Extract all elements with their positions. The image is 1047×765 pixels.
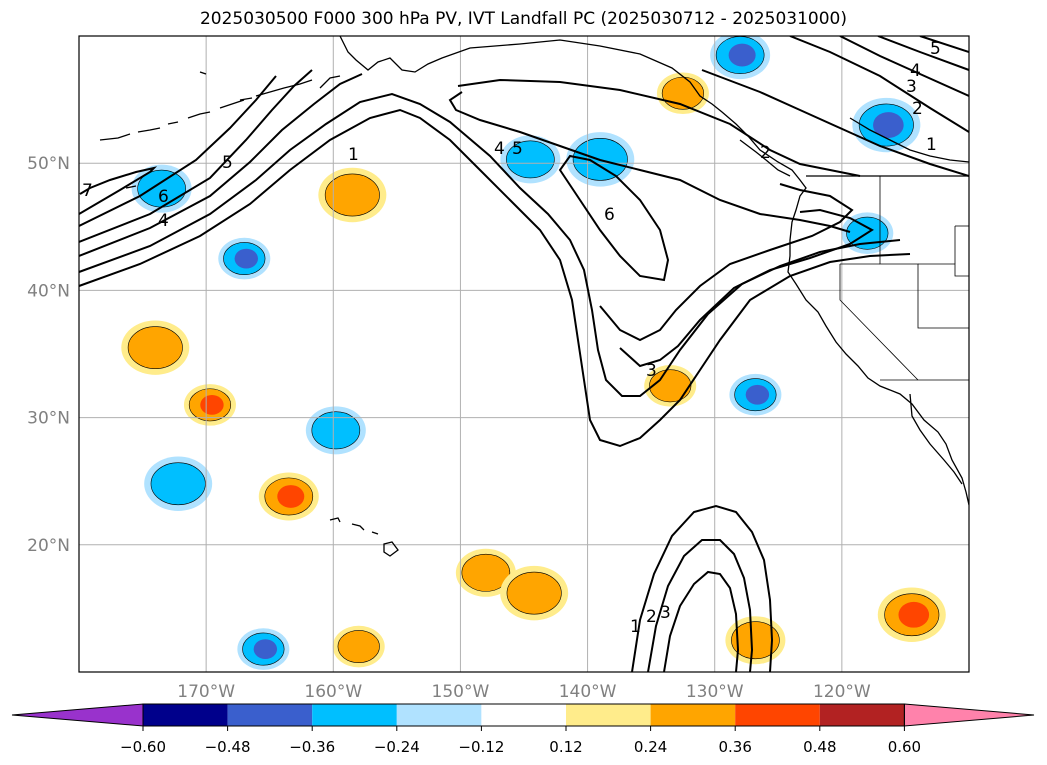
contour-label: 5	[222, 153, 233, 173]
contour-label: 7	[82, 181, 93, 201]
pv-anomaly-blob	[144, 456, 213, 511]
contour-label: 2	[912, 99, 923, 119]
pv-anomaly-blob	[218, 237, 271, 280]
contour-label: 1	[630, 617, 641, 637]
pv-anomaly-blob	[729, 373, 782, 416]
pv-anomaly-blob	[455, 548, 516, 597]
colorbar-segment	[312, 704, 397, 726]
pv-anomaly-blob	[656, 72, 709, 115]
pv-anomaly-blob	[305, 406, 366, 455]
colorbar: −0.60 −0.48 −0.36 −0.24 −0.12 0.12 0.24 0.36 0.4…	[11, 703, 1035, 756]
lon-tick-label: 170°W	[177, 682, 235, 702]
map-title: 2025030500 F000 300 hPa PV, IVT Landfall…	[199, 9, 847, 29]
pv-anomaly-blob	[258, 472, 319, 521]
colorbar-tick-label: −0.12	[458, 738, 504, 756]
contour-label: 6	[604, 205, 615, 225]
coastlines-layer	[99, 36, 969, 557]
pv-anomaly-blob	[332, 625, 385, 668]
colorbar-tick-label: 0.48	[803, 738, 836, 756]
colorbar-segment	[819, 704, 905, 726]
longitude-labels: 170°W 160°W 150°W 140°W 130°W 120°W	[177, 682, 871, 702]
contour-label: 5	[930, 39, 941, 59]
contour-label: 6	[158, 187, 169, 207]
colorbar-tick-label: 0.12	[549, 738, 582, 756]
colorbar-extend-min	[11, 703, 144, 727]
colorbar-segment	[481, 704, 566, 726]
pv-shading-layer	[121, 36, 946, 670]
contour-labels-layer: 1 1 1 2 2 2 3 3 3 4 4 4 5 5 5 6 6 7	[82, 39, 941, 637]
map-frame	[78, 35, 970, 673]
lon-tick-label: 150°W	[432, 682, 490, 702]
colorbar-tick-label: −0.60	[120, 738, 166, 756]
colorbar-segment	[396, 704, 482, 726]
pv-anomaly-blob	[877, 587, 946, 642]
pv-anomaly-blob	[121, 320, 190, 375]
contour-label: 3	[906, 77, 917, 97]
contour-label: 2	[760, 143, 771, 163]
colorbar-tick-label: −0.24	[374, 738, 420, 756]
lon-tick-label: 120°W	[813, 682, 871, 702]
contour-label: 5	[512, 139, 523, 159]
lat-tick-label: 40°N	[27, 281, 70, 301]
pv-anomaly-blob	[500, 565, 569, 621]
lat-tick-label: 30°N	[27, 409, 70, 429]
lat-tick-label: 20°N	[27, 536, 70, 556]
lon-tick-label: 130°W	[686, 682, 744, 702]
colorbar-extend-max	[903, 703, 1035, 727]
colorbar-tick-label: 0.24	[634, 738, 667, 756]
pv-anomaly-blob	[725, 616, 786, 665]
pv-anomaly-blob	[710, 36, 771, 80]
pv-anomaly-blob	[183, 384, 236, 426]
pv-anomaly-blob	[500, 135, 561, 184]
ivt-contours-layer	[79, 36, 969, 672]
colorbar-segment	[735, 704, 820, 726]
map-gridlines	[79, 36, 969, 672]
contour-label: 1	[926, 135, 937, 155]
lon-tick-label: 160°W	[304, 682, 362, 702]
contour-label: 4	[494, 139, 505, 159]
colorbar-tick-label: −0.36	[289, 738, 335, 756]
colorbar-tick-label: 0.36	[718, 738, 751, 756]
lat-tick-label: 50°N	[27, 154, 70, 174]
contour-label: 2	[646, 607, 657, 627]
colorbar-segment	[143, 704, 228, 726]
pv-anomaly-blob	[318, 167, 387, 223]
colorbar-segment	[650, 704, 736, 726]
lon-tick-label: 140°W	[559, 682, 617, 702]
colorbar-segment	[566, 704, 651, 726]
contour-label: 3	[660, 603, 671, 623]
colorbar-tick-label: 0.60	[888, 738, 921, 756]
colorbar-segment	[227, 704, 313, 726]
contour-label: 4	[158, 211, 169, 231]
contour-label: 3	[646, 361, 657, 381]
pv-anomaly-blob	[237, 628, 290, 670]
colorbar-frame	[142, 703, 905, 727]
latitude-labels: 50°N 40°N 30°N 20°N	[27, 154, 70, 556]
pv-anomaly-blob	[131, 164, 192, 213]
colorbar-tick-label: −0.48	[205, 738, 251, 756]
contour-label: 4	[910, 61, 921, 81]
contour-label: 1	[348, 145, 359, 165]
pv-anomaly-blob	[852, 97, 921, 153]
